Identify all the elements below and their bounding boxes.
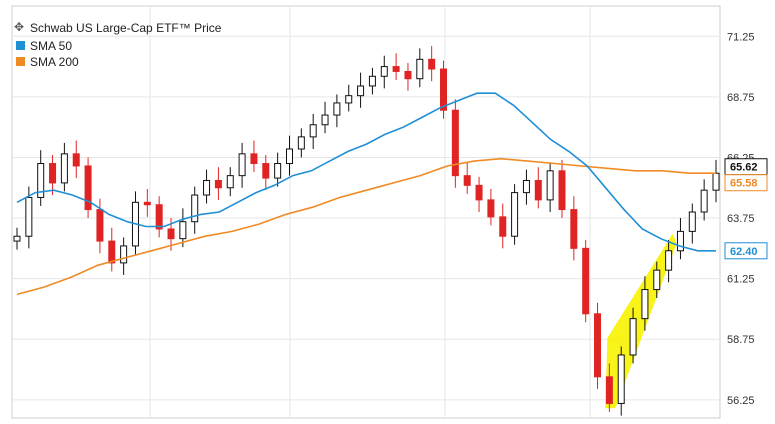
price-candle <box>617 354 625 404</box>
price-candle <box>60 153 68 184</box>
price-candle <box>570 209 578 249</box>
plot-area <box>11 5 721 419</box>
price-candle <box>297 136 305 150</box>
price-candle <box>203 179 211 196</box>
price-candle <box>368 75 376 87</box>
chart-title: Schwab US Large-Cap ETF™ Price <box>30 21 222 35</box>
price-candle <box>155 204 163 230</box>
price-candle <box>700 189 708 213</box>
sma50-line <box>16 92 716 252</box>
price-candles <box>13 45 720 416</box>
price-candle <box>451 109 459 177</box>
sma50-legend-swatch <box>16 41 25 50</box>
price-candle <box>641 289 649 320</box>
sma200-legend-label: SMA 200 <box>30 55 79 69</box>
y-tick-label: 71.25 <box>727 31 755 43</box>
price-candle <box>108 240 116 264</box>
y-tick-label: 58.75 <box>727 334 755 346</box>
price-candle <box>392 66 400 72</box>
price-candle <box>96 209 104 242</box>
price-candle <box>511 192 519 237</box>
price-candle <box>37 163 45 198</box>
price-candle <box>262 163 270 179</box>
price-candle <box>333 102 341 116</box>
price-candle <box>629 318 637 356</box>
price-candle <box>522 179 530 194</box>
price-candle <box>274 163 282 179</box>
price-candle <box>404 70 412 80</box>
price-candle <box>179 221 187 240</box>
price-candle <box>49 163 57 184</box>
price-candle <box>250 153 258 165</box>
legend: ✥ Schwab US Large-Cap ETF™ Price SMA 50 … <box>14 20 222 69</box>
price-candle <box>167 228 175 240</box>
price-candle <box>582 247 590 315</box>
price-candle <box>72 153 80 167</box>
price-candle <box>380 66 388 77</box>
y-tick-label: 68.75 <box>727 92 755 104</box>
price-last-badge: 65.62 <box>730 162 758 174</box>
sma50-legend-label: SMA 50 <box>30 39 72 53</box>
price-candle <box>13 235 21 242</box>
price-candle <box>605 376 613 404</box>
price-candle <box>285 148 293 165</box>
price-candle <box>357 85 365 97</box>
price-candle <box>487 199 495 218</box>
sma50-last-badge: 62.40 <box>730 246 758 258</box>
price-candle <box>463 175 471 186</box>
price-candle <box>594 313 602 378</box>
price-candle <box>653 269 661 291</box>
sma200-line <box>16 157 716 296</box>
last-value-badges: 65.62 65.58 62.40 <box>724 158 768 260</box>
price-candle <box>238 153 246 177</box>
y-tick-label: 63.75 <box>727 213 755 225</box>
price-candle <box>25 196 33 237</box>
price-candle <box>226 175 234 189</box>
sma50-last-badge-box <box>724 242 768 260</box>
sma200-last-badge-box <box>724 174 768 192</box>
price-candle <box>558 170 566 211</box>
price-candle <box>214 179 222 189</box>
price-candle <box>428 58 436 70</box>
sma200-legend-swatch <box>16 57 25 66</box>
price-candle <box>665 250 673 271</box>
price-candle <box>534 179 542 201</box>
price-candle <box>416 58 424 80</box>
sma-lines <box>16 92 716 296</box>
price-candle <box>688 211 696 232</box>
price-candle <box>345 95 353 104</box>
move-icon[interactable]: ✥ <box>14 20 24 34</box>
sma200-last-badge: 65.58 <box>730 178 758 190</box>
price-candle <box>475 184 483 201</box>
price-candle <box>546 170 554 201</box>
price-candle <box>440 68 448 111</box>
price-candle <box>191 194 199 223</box>
price-candle <box>712 172 720 191</box>
price-candle <box>321 114 329 126</box>
price-candle <box>499 216 507 237</box>
price-candle <box>84 165 92 211</box>
price-candle <box>120 245 128 264</box>
price-candle <box>309 124 317 138</box>
price-candle <box>676 230 684 252</box>
y-tick-label: 56.25 <box>727 395 755 407</box>
y-tick-label: 61.25 <box>727 274 755 286</box>
price-candle <box>143 201 151 206</box>
